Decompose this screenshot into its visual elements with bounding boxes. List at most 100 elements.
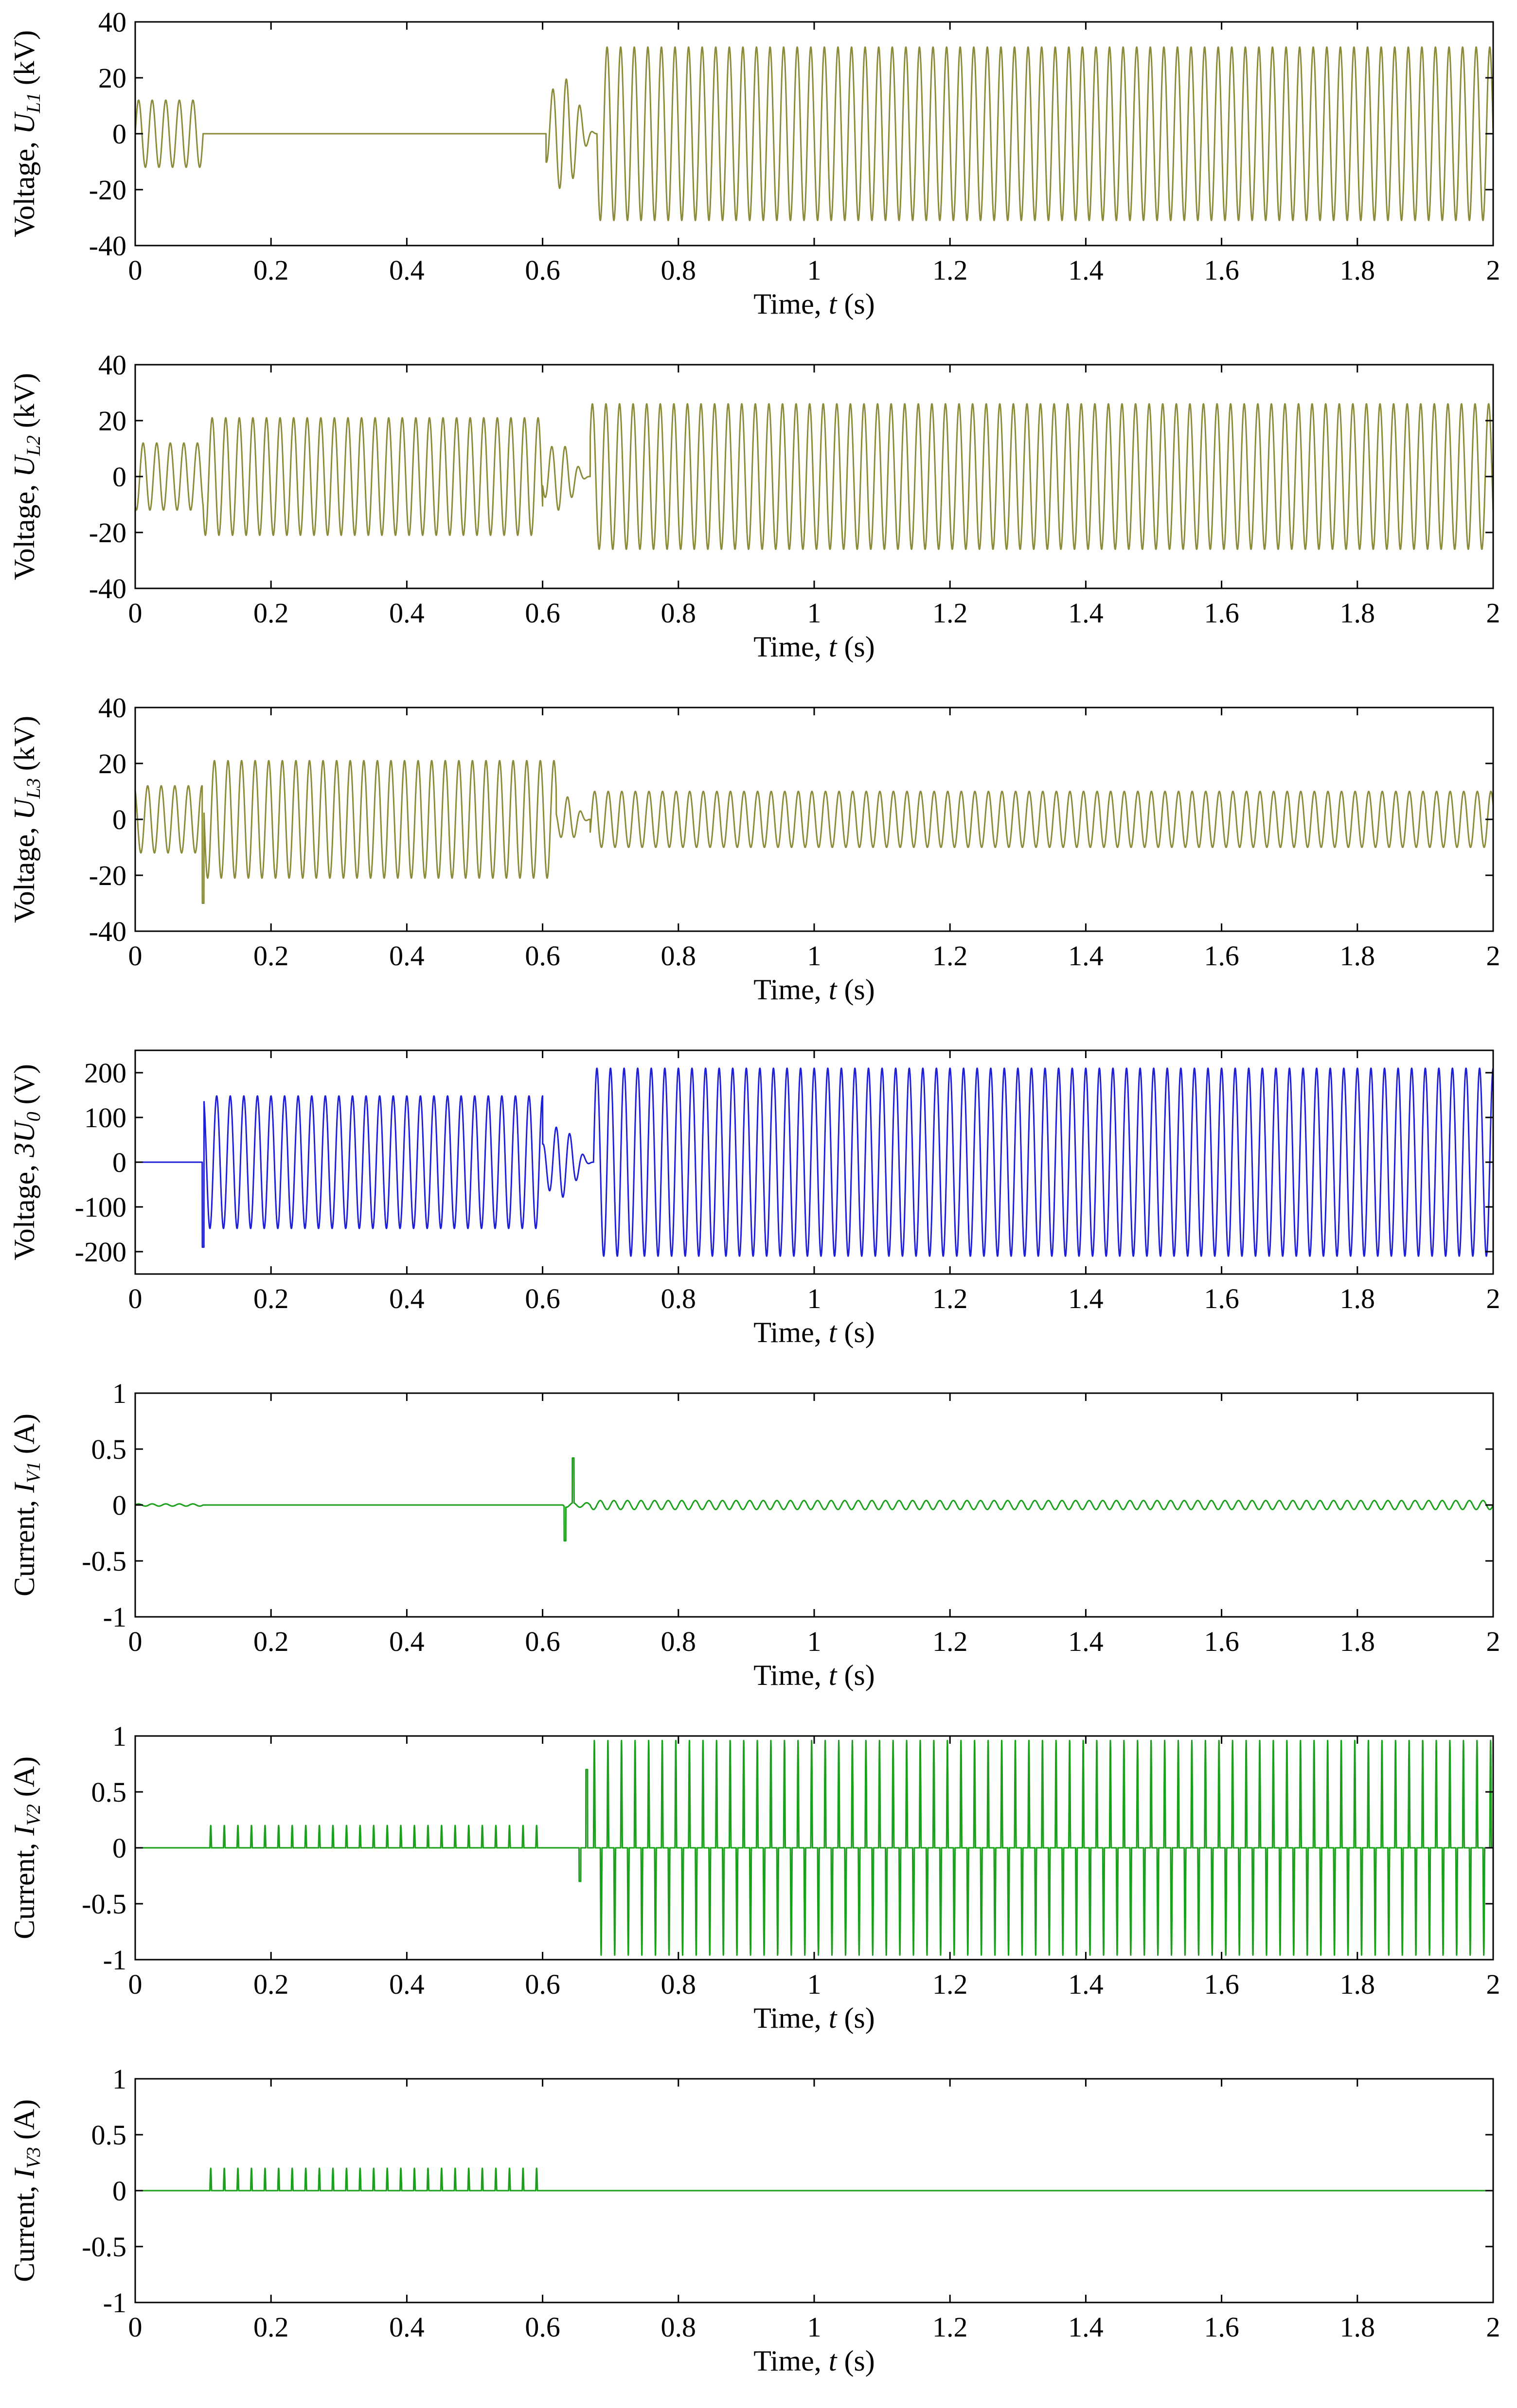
y-tick-label: 0 [112, 2175, 126, 2207]
x-tick-label: 1.4 [1068, 2311, 1104, 2343]
y-tick-label: -40 [89, 230, 126, 262]
x-tick-label: 0.4 [389, 940, 425, 972]
x-tick-label: 0.4 [389, 597, 425, 629]
y-axis-label: Current, IV1 (A) [8, 1414, 44, 1596]
x-tick-label: 1.2 [932, 1283, 968, 1314]
x-tick-label: 1 [807, 1968, 821, 2000]
x-tick-label: 0 [128, 1968, 143, 2000]
y-axis-label: Voltage, UL3 (kV) [8, 716, 44, 923]
y-axis-label: Voltage, UL2 (kV) [8, 373, 44, 580]
x-tick-label: 0.8 [661, 940, 696, 972]
x-tick-label: 1.6 [1204, 1626, 1239, 1657]
x-tick-label: 1.4 [1068, 1968, 1104, 2000]
x-tick-label: 0.2 [253, 254, 289, 286]
x-tick-label: 0.8 [661, 1968, 696, 2000]
x-tick-label: 1.6 [1204, 940, 1239, 972]
y-tick-label: 40 [98, 349, 126, 381]
y-tick-label: 0 [112, 1832, 126, 1864]
x-tick-label: 1.4 [1068, 1283, 1104, 1314]
y-axis-label: Voltage, 3U0 (V) [8, 1064, 44, 1260]
x-tick-label: 2 [1486, 597, 1500, 629]
y-tick-label: 0 [112, 1147, 126, 1178]
series-line-U0 [135, 1067, 1493, 1257]
y-tick-label: 20 [98, 748, 126, 779]
series-line-IV2 [135, 1739, 1493, 1956]
x-tick-label: 0.4 [389, 254, 425, 286]
y-tick-label: 0 [112, 118, 126, 150]
x-tick-label: 0.2 [253, 1968, 289, 2000]
y-tick-label: -20 [89, 174, 126, 206]
x-tick-label: 0.8 [661, 1283, 696, 1314]
x-tick-label: 1.6 [1204, 1283, 1239, 1314]
x-tick-label: 2 [1486, 2311, 1500, 2343]
x-tick-label: 1 [807, 254, 821, 286]
x-tick-label: 0.2 [253, 1283, 289, 1314]
x-tick-label: 0.6 [525, 597, 560, 629]
subplot-IV3: 0 0.2 0.4 0.6 0.8 1 1.2 1.4 1.6 1.8 2-1-0.500.51Ti… [8, 2063, 1500, 2377]
x-tick-label: 0.6 [525, 1283, 560, 1314]
x-axis-label: Time, t (s) [753, 2002, 875, 2034]
y-tick-label: 0.5 [91, 1776, 127, 1808]
y-tick-label: -40 [89, 916, 126, 947]
x-tick-label: 2 [1486, 254, 1500, 286]
y-tick-label: -1 [103, 1944, 126, 1976]
y-tick-label: -40 [89, 573, 126, 604]
y-tick-label: 20 [98, 62, 126, 94]
x-tick-label: 0 [128, 1626, 143, 1657]
x-tick-label: 1.2 [932, 1626, 968, 1657]
series-line-UL1 [135, 46, 1493, 221]
x-tick-label: 1.6 [1204, 254, 1239, 286]
subplot-U0: 0 0.2 0.4 0.6 0.8 1 1.2 1.4 1.6 1.8 2 -200 -100 0 100 2… [8, 1049, 1500, 1348]
x-tick-label: 1.8 [1340, 1283, 1375, 1314]
x-tick-label: 1 [807, 940, 821, 972]
x-tick-label: 0 [128, 2311, 143, 2343]
x-tick-label: 2 [1486, 1968, 1500, 2000]
x-tick-label: 0 [128, 940, 143, 972]
y-tick-label: 1 [112, 1378, 126, 1409]
x-tick-label: 1.2 [932, 1968, 968, 2000]
x-tick-label: 0.6 [525, 940, 560, 972]
x-axis-label: Time, t (s) [753, 1659, 875, 1691]
x-tick-label: 0.4 [389, 2311, 425, 2343]
plot-frame [134, 1049, 1494, 1275]
x-tick-label: 0.8 [661, 1626, 696, 1657]
x-tick-label: 1.4 [1068, 940, 1104, 972]
x-tick-label: 1.2 [932, 597, 968, 629]
x-tick-label: 2 [1486, 1626, 1500, 1657]
series-line-IV3 [135, 2167, 1493, 2192]
x-tick-label: 1.8 [1340, 2311, 1375, 2343]
x-tick-label: 0.4 [389, 1968, 425, 2000]
y-axis-label: Current, IV3 (A) [8, 2099, 44, 2282]
plot-frame [134, 707, 1494, 932]
y-tick-label: 0 [112, 1489, 126, 1521]
x-axis-label: Time, t (s) [753, 1316, 875, 1348]
x-axis-label: Time, t (s) [753, 974, 875, 1006]
y-tick-label: 40 [98, 6, 126, 38]
y-tick-label: 0.5 [91, 2119, 127, 2151]
x-tick-label: 2 [1486, 940, 1500, 972]
y-tick-label: 0.5 [91, 1434, 127, 1465]
x-tick-label: 1 [807, 1283, 821, 1314]
y-tick-label: -0.5 [82, 2231, 126, 2263]
x-tick-label: 1 [807, 1626, 821, 1657]
x-tick-label: 0.2 [253, 940, 289, 972]
y-tick-label: 200 [84, 1057, 126, 1089]
plot-frame [134, 364, 1494, 589]
y-tick-label: 1 [112, 1720, 126, 1752]
y-tick-label: -100 [75, 1191, 126, 1223]
x-tick-label: 1.8 [1340, 1968, 1375, 2000]
series-line-IV1 [135, 1457, 1493, 1542]
series-line-UL2 [135, 403, 1493, 550]
y-tick-label: 0 [112, 461, 126, 493]
x-tick-label: 1.2 [932, 940, 968, 972]
x-tick-label: 1.8 [1340, 597, 1375, 629]
x-axis-label: Time, t (s) [753, 288, 875, 320]
x-tick-label: 1.4 [1068, 254, 1104, 286]
y-axis-label: Current, IV2 (A) [8, 1756, 44, 1939]
x-tick-label: 0.4 [389, 1283, 425, 1314]
y-tick-label: 20 [98, 405, 126, 437]
subplot-IV1: 0 0.2 0.4 0.6 0.8 1 1.2 1.4 1.6 1.8 2-1-0.500.51Ti… [8, 1378, 1500, 1691]
subplot-UL3: 0 0.2 0.4 0.6 0.8 1 1.2 1.4 1.6 1.8 2 -40 -20 0 20 40 Ti… [8, 692, 1500, 1006]
y-tick-label: -0.5 [82, 1888, 126, 1920]
